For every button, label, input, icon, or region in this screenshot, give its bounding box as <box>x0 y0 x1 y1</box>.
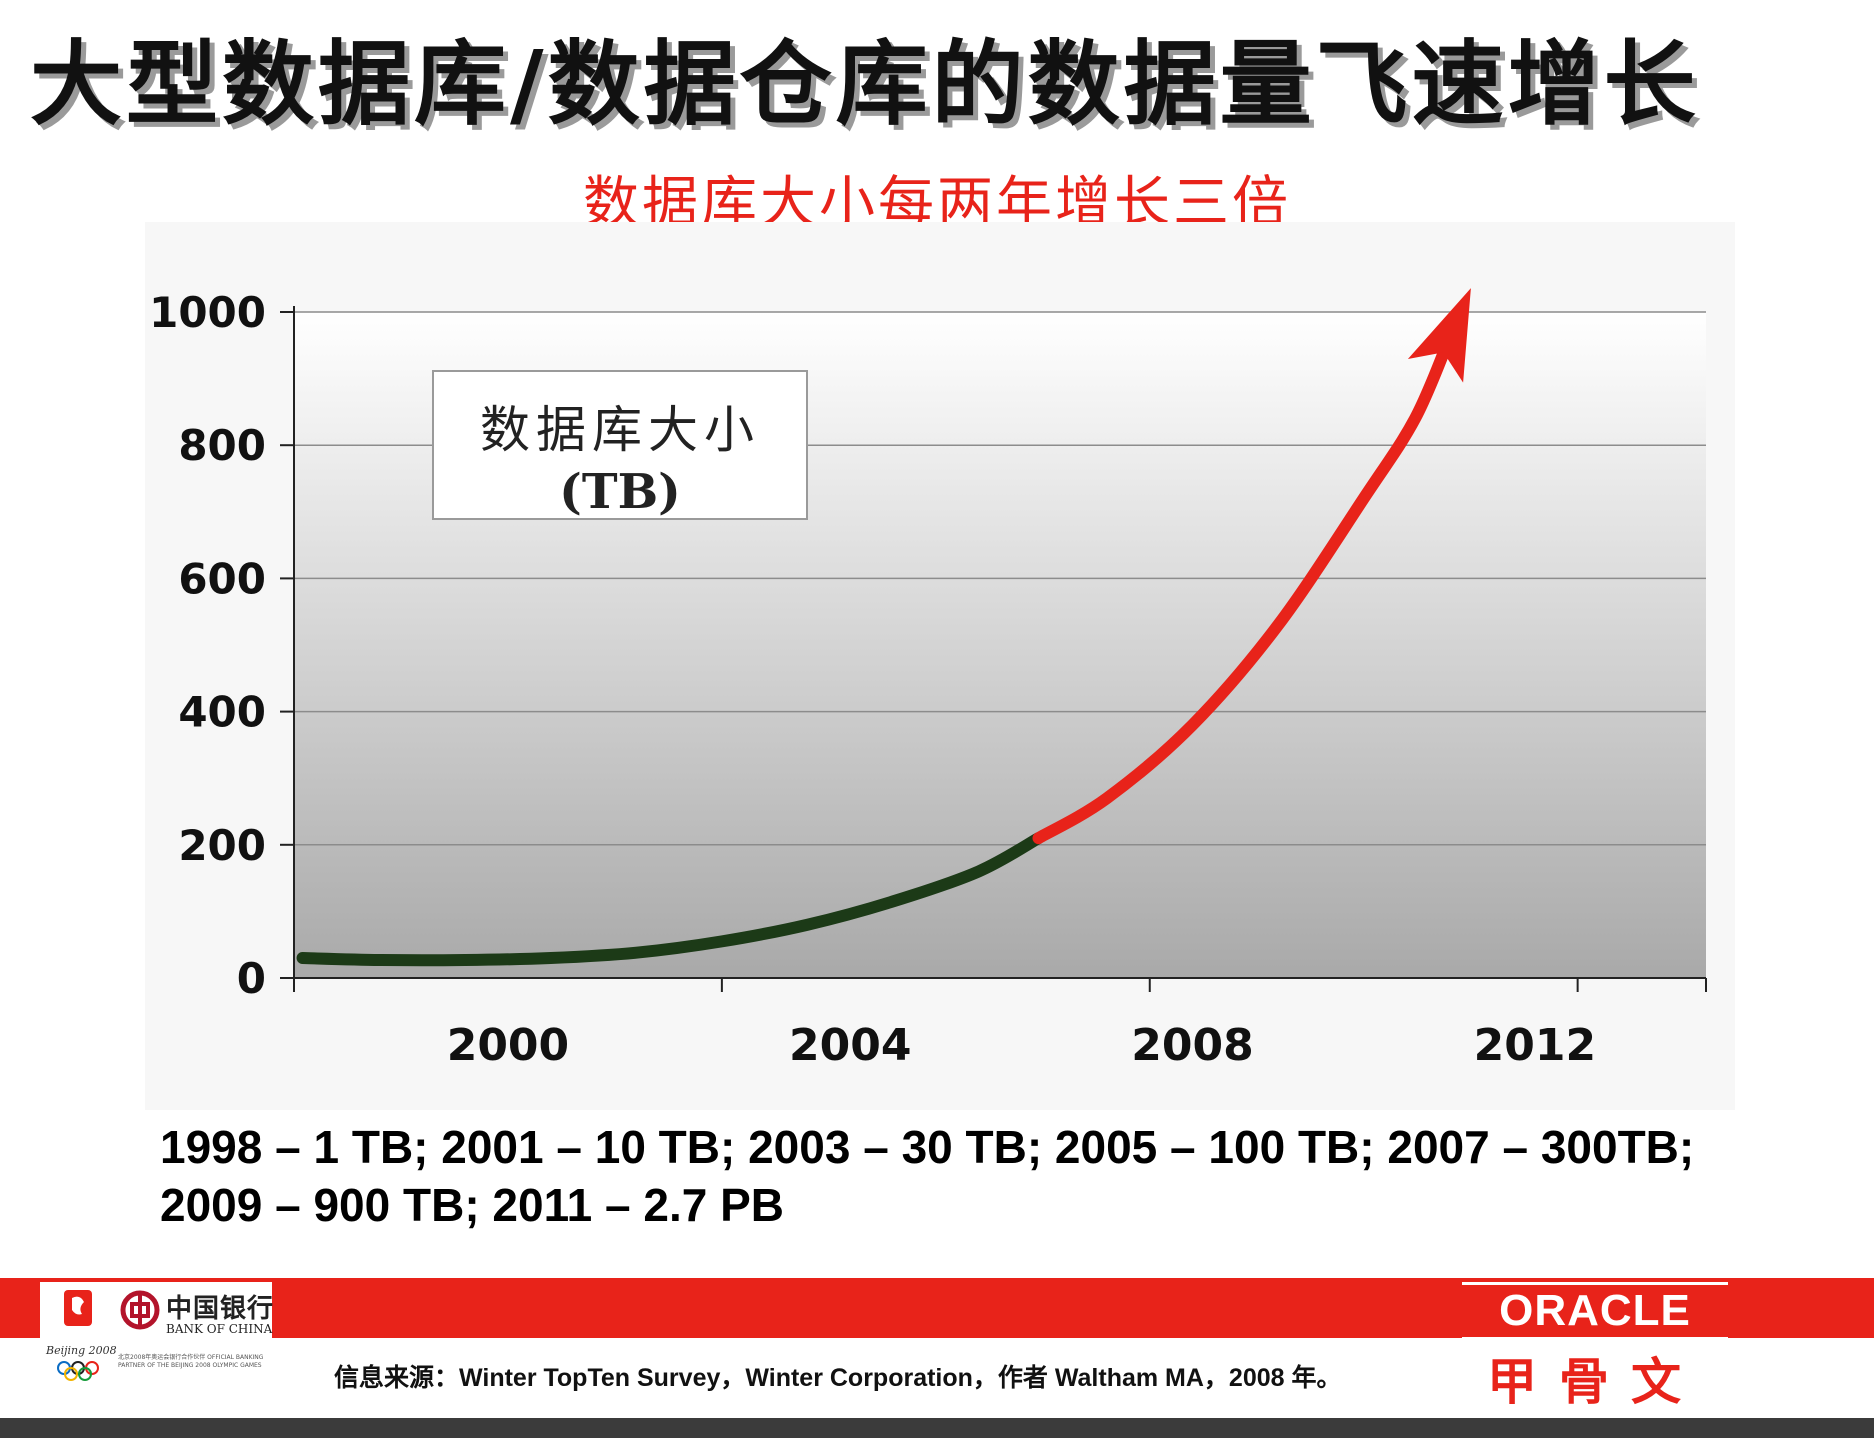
x-tick-label-2004: 2004 <box>789 1020 911 1071</box>
x-tick-label-2000: 2000 <box>447 1020 569 1071</box>
bank-name-cn: 中国银行 <box>166 1294 275 1324</box>
series-curve-1 <box>1032 332 1456 845</box>
axes <box>280 306 1707 992</box>
series-curve-0 <box>296 832 1045 967</box>
oracle-logo-cn: 甲骨文 <box>1487 1353 1703 1411</box>
y-tick-label-200: 200 <box>178 821 266 870</box>
bottom-bar <box>0 1418 1874 1438</box>
slide-title: 大型数据库/数据仓库的数据量飞速增长 <box>30 30 1700 138</box>
bank-of-china-logo-icon <box>120 1290 160 1330</box>
oracle-logo-en: ORACLE <box>1462 1285 1728 1337</box>
y-tick-label-0: 0 <box>237 954 266 1003</box>
x-tick-label-2012: 2012 <box>1474 1020 1596 1071</box>
chart-legend-box: 数据库大小 (TB) <box>432 370 808 520</box>
partner-logos: Beijing 2008 中国银行 BANK OF CHINA 北京2008年奥… <box>40 1282 275 1384</box>
legend-label-line2: (TB) <box>559 464 681 520</box>
tick-labels: 0 200 400 600 800 1000 2000 2004 2008 2012 <box>149 288 1596 1071</box>
data-note-line1: 1998 – 1 TB; 2001 – 10 TB; 2003 – 30 TB;… <box>160 1121 1695 1173</box>
data-note-line2: 2009 – 900 TB; 2011 – 2.7 PB <box>160 1179 784 1231</box>
beijing-2008-emblem-icon <box>57 1290 99 1381</box>
beijing-2008-caption: Beijing 2008 <box>46 1344 117 1357</box>
y-tick-label-800: 800 <box>178 421 266 470</box>
oracle-logo: ORACLE 甲骨文 <box>1462 1282 1728 1411</box>
y-tick-label-1000: 1000 <box>149 288 266 337</box>
data-growth-note: 1998 – 1 TB; 2001 – 10 TB; 2003 – 30 TB;… <box>160 1118 1694 1234</box>
y-tick-label-600: 600 <box>178 554 266 603</box>
bank-name-en: BANK OF CHINA <box>166 1322 273 1336</box>
series-arrowhead <box>1407 288 1471 383</box>
legend-label-line1: 数据库大小 <box>480 401 760 459</box>
x-tick-label-2008: 2008 <box>1131 1020 1253 1071</box>
series-lines <box>296 288 1471 967</box>
source-note: 信息来源：Winter TopTen Survey，Winter Corpora… <box>334 1364 1342 1392</box>
grid-lines <box>294 311 1706 846</box>
bank-tagline: 北京2008年奥运会银行合作伙伴 OFFICIAL BANKING PARTNE… <box>118 1354 264 1369</box>
y-tick-label-400: 400 <box>178 688 266 737</box>
growth-chart: 0 200 400 600 800 1000 2000 2004 2008 2012 <box>149 288 1707 1071</box>
